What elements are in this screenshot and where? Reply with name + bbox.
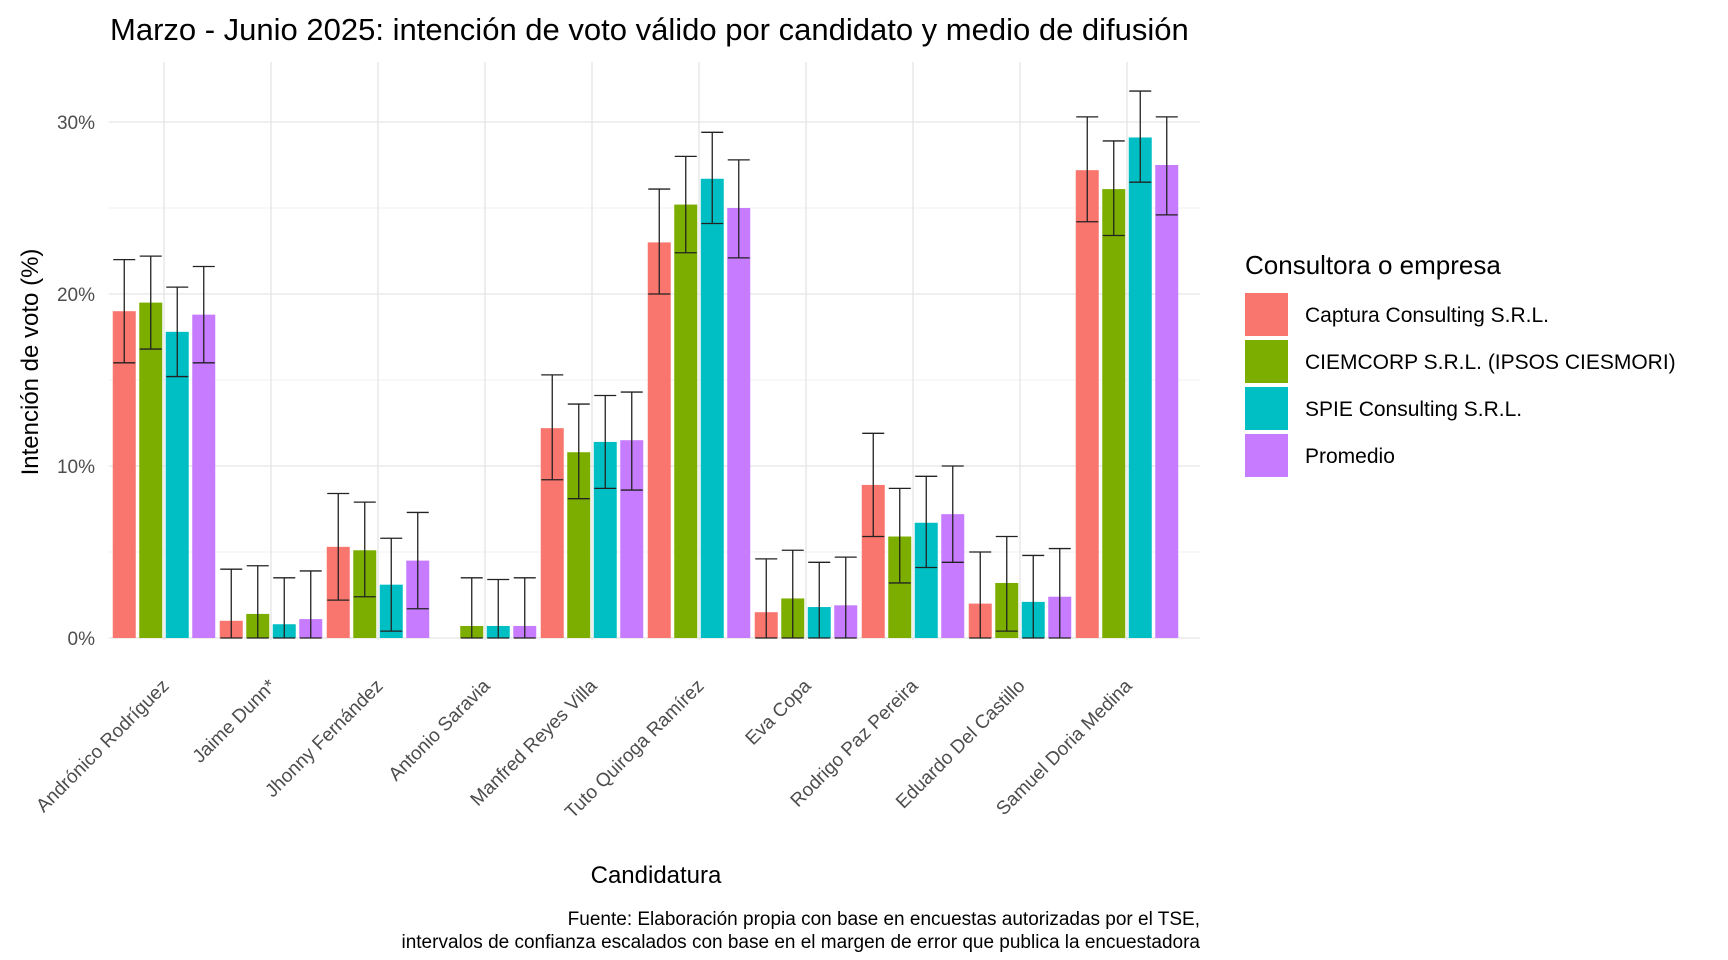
x-axis-ticks: Andrónico Rodríguez Jaime Dunn*Jhonny Fer…	[32, 675, 1136, 823]
error-bar-jaime-dunn-3	[273, 577, 296, 639]
error-bar-rodrigo-paz-pereira-2	[888, 487, 911, 584]
bar-rodrigo-paz-pereira-3	[914, 522, 938, 638]
bar-tuto-quiroga-ramirez-3	[700, 178, 724, 638]
error-bar-eva-copa-1	[755, 558, 778, 639]
bar-tuto-quiroga-ramirez-4	[727, 208, 751, 638]
legend-label: CIEMCORP S.R.L. (IPSOS CIESMORI)	[1305, 351, 1676, 374]
error-bar-antonio-saravia-2	[460, 577, 483, 639]
bar-tuto-quiroga-ramirez-1	[647, 242, 671, 638]
x-tick-label-jaime-dunn: Jaime Dunn*	[189, 675, 281, 767]
y-tick-label: 30%	[57, 113, 95, 134]
legend-title: Consultora o empresa	[1245, 250, 1501, 280]
error-bars	[113, 90, 1178, 639]
error-bar-samuel-doria-medina-1	[1076, 116, 1099, 223]
legend-item-1: Captura Consulting S.R.L.	[1245, 293, 1549, 336]
legend-item-2: CIEMCORP S.R.L. (IPSOS CIESMORI)	[1245, 340, 1676, 383]
legend-key	[1245, 293, 1288, 336]
y-tick-label: 20%	[57, 285, 95, 306]
error-bar-manfred-reyes-villa-3	[594, 394, 617, 490]
bar-samuel-doria-medina-2	[1102, 189, 1126, 638]
bar-rodrigo-paz-pereira-4	[941, 514, 965, 638]
error-bar-samuel-doria-medina-2	[1102, 140, 1125, 237]
legend: Consultora o empresa Captura Consulting …	[1245, 250, 1676, 477]
error-bar-tuto-quiroga-ramirez-2	[674, 155, 697, 254]
bars	[112, 137, 1179, 639]
x-tick-label-eva-copa: Eva Copa	[742, 675, 816, 749]
error-bar-samuel-doria-medina-3	[1129, 90, 1152, 183]
error-bar-tuto-quiroga-ramirez-3	[701, 131, 724, 225]
bar-rodrigo-paz-pereira-2	[888, 536, 912, 638]
error-bar-manfred-reyes-villa-4	[620, 391, 643, 491]
x-axis-title: Candidatura	[591, 862, 722, 889]
error-bar-eduardo-del-castillo-2	[995, 535, 1018, 632]
error-bar-eva-copa-3	[808, 561, 831, 639]
caption-line-2: intervalos de confianza escalados con ba…	[401, 932, 1200, 953]
bar-andronico-rodriguez-3	[165, 331, 189, 638]
error-bar-eduardo-del-castillo-3	[1022, 554, 1045, 639]
error-bar-samuel-doria-medina-4	[1155, 116, 1178, 216]
error-bar-tuto-quiroga-ramirez-4	[727, 159, 750, 259]
y-axis-title: Intención de voto (%)	[17, 249, 44, 476]
error-bar-eduardo-del-castillo-4	[1048, 547, 1071, 639]
legend-key	[1245, 340, 1288, 383]
error-bar-tuto-quiroga-ramirez-1	[648, 188, 671, 295]
legend-item-3: SPIE Consulting S.R.L.	[1245, 387, 1522, 430]
error-bar-eva-copa-4	[834, 556, 857, 639]
legend-key	[1245, 434, 1288, 477]
error-bar-jhonny-fernandez-1	[327, 492, 350, 601]
error-bar-andronico-rodriguez-2	[139, 255, 162, 350]
error-bar-antonio-saravia-4	[513, 577, 536, 639]
legend-key	[1245, 387, 1288, 430]
error-bar-eva-copa-2	[781, 549, 804, 639]
error-bar-rodrigo-paz-pereira-4	[941, 465, 964, 563]
error-bar-jaime-dunn-2	[246, 565, 269, 639]
x-tick-label-jhonny-fernandez: Jhonny Fernández	[261, 676, 387, 802]
bar-rodrigo-paz-pereira-1	[861, 484, 885, 638]
legend-label: Captura Consulting S.R.L.	[1305, 304, 1549, 327]
y-tick-label: 0%	[68, 629, 96, 650]
error-bar-rodrigo-paz-pereira-1	[862, 432, 885, 538]
error-bar-rodrigo-paz-pereira-3	[915, 475, 938, 569]
bar-andronico-rodriguez-4	[192, 314, 216, 638]
caption: Fuente: Elaboración propia con base en e…	[401, 909, 1200, 953]
error-bar-andronico-rodriguez-4	[192, 265, 215, 364]
error-bar-jaime-dunn-1	[220, 568, 243, 639]
bar-samuel-doria-medina-4	[1155, 165, 1179, 638]
error-bar-andronico-rodriguez-3	[166, 286, 189, 378]
error-bar-jhonny-fernandez-3	[380, 537, 403, 632]
bar-tuto-quiroga-ramirez-2	[674, 204, 698, 638]
legend-label: Promedio	[1305, 445, 1395, 468]
error-bar-jhonny-fernandez-4	[406, 511, 429, 610]
bar-samuel-doria-medina-1	[1075, 170, 1099, 638]
y-axis-ticks: 0% 10% 20% 30%	[57, 113, 95, 650]
bar-samuel-doria-medina-3	[1128, 137, 1152, 639]
x-tick-label-antonio-saravia: Antonio Saravia	[385, 675, 495, 785]
caption-line-1: Fuente: Elaboración propia con base en e…	[568, 909, 1200, 930]
error-bar-manfred-reyes-villa-2	[567, 403, 590, 500]
error-bar-jaime-dunn-4	[299, 570, 322, 639]
error-bar-manfred-reyes-villa-1	[541, 374, 564, 481]
legend-label: SPIE Consulting S.R.L.	[1305, 398, 1522, 421]
bar-andronico-rodriguez-1	[112, 311, 136, 638]
bar-manfred-reyes-villa-1	[540, 428, 564, 638]
error-bar-antonio-saravia-3	[487, 578, 510, 639]
y-tick-label: 10%	[57, 457, 95, 478]
chart-title: Marzo - Junio 2025: intención de voto vá…	[110, 12, 1189, 47]
error-bar-jhonny-fernandez-2	[353, 501, 376, 598]
error-bar-andronico-rodriguez-1	[113, 258, 136, 364]
bar-andronico-rodriguez-2	[139, 302, 163, 638]
bar-manfred-reyes-villa-3	[593, 441, 617, 638]
error-bar-eduardo-del-castillo-1	[969, 551, 992, 639]
x-tick-label-andronico-rodriguez: Andrónico Rodríguez	[32, 676, 173, 817]
legend-item-4: Promedio	[1245, 434, 1395, 477]
